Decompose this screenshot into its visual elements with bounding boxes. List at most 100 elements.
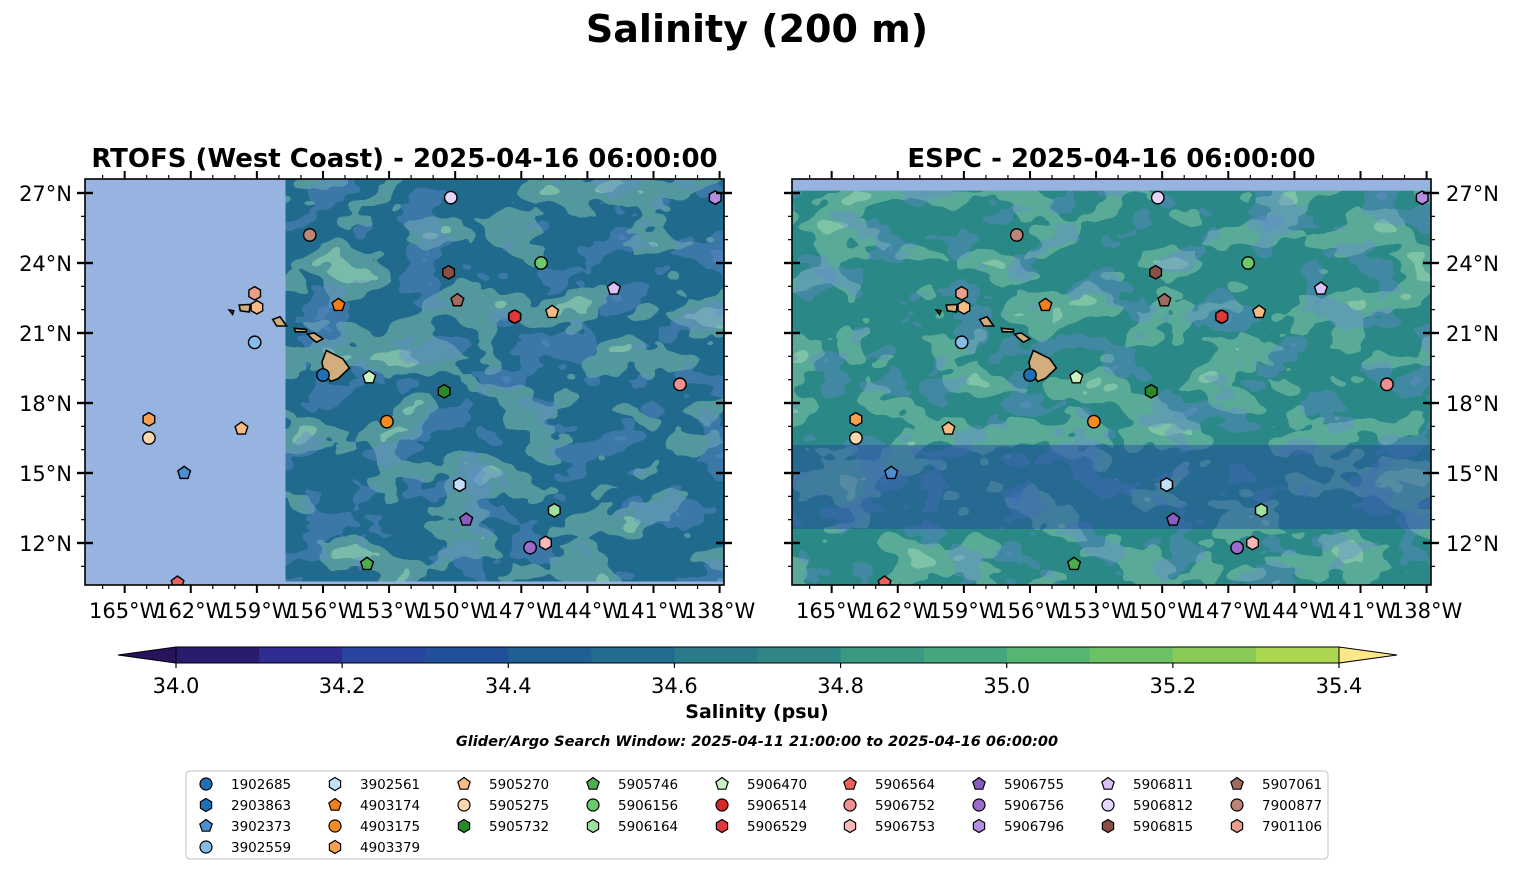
island-3 (978, 315, 996, 327)
rtofs-map-panel: RTOFS (West Coast) - 2025-04-16 06:00:00… (19, 144, 755, 623)
x-tick-label: 159°W (928, 599, 1000, 623)
x-tick-label: 147°W (486, 599, 558, 623)
x-tick-label: 150°W (1126, 599, 1198, 623)
legend-marker-5907061 (1230, 776, 1244, 790)
colorbar-bin (342, 647, 426, 663)
colorbar-tick-label: 34.6 (651, 674, 698, 698)
legend-marker-5906796 (972, 818, 986, 834)
legend-marker-3902559 (199, 840, 213, 854)
float-marker-x30 (250, 299, 264, 315)
colorbar-bin (425, 647, 509, 663)
float-marker-3902561 (453, 477, 467, 493)
float-marker-5906753 (1246, 535, 1259, 551)
colorbar-bin (591, 647, 675, 663)
x-tick-label: 162°W (155, 599, 227, 623)
float-marker-5905270 (234, 421, 249, 435)
y-tick-label: 21°N (1446, 322, 1499, 346)
x-tick-label: 147°W (1193, 599, 1265, 623)
float-marker-5906796 (708, 190, 722, 206)
y-tick-label: 12°N (19, 532, 72, 556)
legend-label-5906756: 5906756 (1004, 798, 1064, 814)
legend-marker-5906755 (972, 776, 986, 790)
y-tick-label: 24°N (19, 252, 72, 276)
legend-label-5906815: 5906815 (1133, 819, 1193, 835)
colorbar-bin (1089, 647, 1174, 663)
colorbar-extend-low (117, 646, 177, 664)
float-marker-5906564 (170, 575, 185, 585)
legend-label-5905275: 5905275 (489, 798, 549, 814)
float-marker-5906756 (1230, 540, 1244, 555)
x-tick-label: 153°W (353, 599, 425, 623)
legend-label-3902559: 3902559 (231, 840, 291, 856)
map-frame (791, 178, 1432, 586)
colorbar-bin (1255, 647, 1340, 663)
legend-marker-5906514 (715, 798, 729, 812)
colorbar-tick-label: 34.0 (153, 674, 200, 698)
float-marker-5906815 (1149, 264, 1163, 280)
float-marker-x29 (1251, 304, 1267, 319)
float-marker-1902685 (316, 368, 330, 382)
legend-marker-5906470 (715, 776, 729, 790)
float-marker-5907061 (450, 292, 465, 307)
island-2 (293, 327, 308, 333)
legend-marker-5906753 (843, 818, 857, 834)
float-marker-5906470 (1069, 369, 1084, 384)
colorbar-tick-label: 34.2 (319, 674, 366, 698)
float-marker-5905732 (437, 383, 451, 399)
colorbar-bin (757, 647, 842, 663)
island-1 (1012, 332, 1032, 344)
float-marker-5906529 (508, 309, 522, 325)
float-marker-5905275 (141, 431, 156, 445)
float-marker-5906156 (1241, 256, 1256, 270)
colorbar-bin (923, 647, 1008, 663)
y-tick-label: 18°N (19, 392, 72, 416)
float-marker-3902373 (176, 465, 192, 480)
float-marker-5906752 (673, 377, 687, 392)
float-marker-4903174 (1038, 297, 1053, 312)
float-marker-3902561 (1160, 477, 1174, 493)
colorbar-bin (840, 647, 925, 663)
island-4 (238, 303, 252, 313)
float-marker-4903174 (331, 297, 346, 312)
y-tick-label: 15°N (19, 462, 72, 486)
legend-marker-5906811 (1101, 776, 1115, 790)
legend-marker-5905270 (457, 776, 471, 790)
float-marker-5906752 (1380, 377, 1394, 392)
float-marker-4903379 (142, 411, 156, 427)
legend-marker-5906529 (715, 818, 729, 834)
float-marker-5905270 (941, 421, 956, 435)
float-marker-1902685 (1023, 368, 1037, 382)
island-5 (227, 308, 235, 316)
y-tick-label: 27°N (19, 182, 72, 206)
legend-marker-3902561 (328, 776, 342, 792)
y-tick-label: 12°N (1446, 532, 1499, 556)
float-marker-7900877 (302, 228, 317, 242)
legend-marker-7900877 (1230, 798, 1244, 812)
legend-marker-4903174 (328, 797, 342, 811)
x-tick-label: 165°W (796, 599, 868, 623)
y-tick-label: 21°N (19, 322, 72, 346)
x-tick-label: 156°W (994, 599, 1066, 623)
float-marker-5906756 (523, 540, 537, 555)
legend-label-7901106: 7901106 (1262, 819, 1322, 835)
float-marker-5906529 (1215, 309, 1229, 325)
float-marker-5905732 (1144, 383, 1158, 399)
legend-marker-5906756 (972, 798, 986, 812)
legend-marker-1902685 (199, 777, 213, 791)
legend-label-5906753: 5906753 (875, 819, 935, 835)
colorbar-label: Salinity (psu) (685, 701, 828, 723)
float-marker-7901106 (248, 285, 262, 301)
float-marker-7900877 (1009, 228, 1024, 242)
no-data-mask (85, 179, 286, 585)
colorbar-extend-high (1338, 646, 1398, 664)
legend-label-5906564: 5906564 (875, 777, 935, 793)
float-marker-7901106 (955, 285, 969, 301)
legend-label-5905270: 5905270 (489, 777, 549, 793)
legend-marker-4903379 (328, 839, 342, 855)
x-tick-label: 156°W (287, 599, 359, 623)
x-tick-label: 138°W (684, 599, 756, 623)
float-marker-5906796 (1415, 190, 1429, 206)
float-marker-5906164 (1254, 502, 1268, 518)
float-marker-5906812 (443, 190, 458, 205)
float-marker-5906815 (442, 264, 456, 280)
